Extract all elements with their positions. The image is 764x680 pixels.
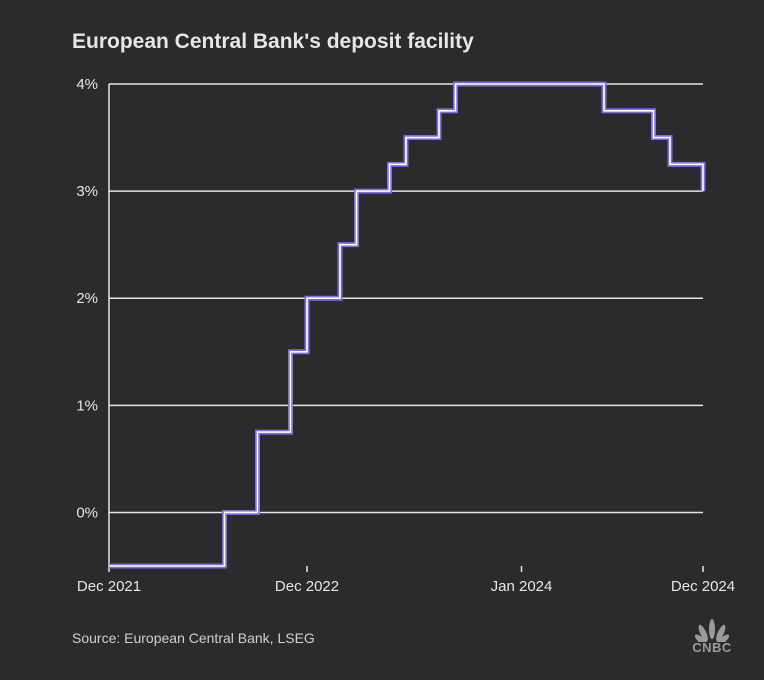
series-line	[109, 83, 704, 567]
peacock-icon	[694, 619, 730, 646]
y-tick-label: 4%	[76, 76, 98, 93]
x-tick-label: Dec 2021	[77, 578, 141, 595]
tick-labels: 0% 1% 2% 3% 4% Dec 2021 Dec 2022 Jan 2024 Dec 20…	[76, 76, 735, 595]
source-note: Source: European Central Bank, LSEG	[72, 630, 315, 646]
cnbc-logo: CNBC	[686, 618, 738, 658]
chart-title: European Central Bank's deposit facility	[72, 30, 474, 53]
y-tick-label: 0%	[76, 504, 98, 521]
series-layer	[108, 81, 706, 569]
x-tick-label: Dec 2022	[275, 578, 339, 595]
y-tick-label: 2%	[76, 290, 98, 307]
y-tick-label: 3%	[76, 183, 98, 200]
axes	[108, 84, 704, 572]
y-tick-label: 1%	[76, 397, 98, 414]
logo-text: CNBC	[692, 640, 732, 655]
x-tick-label: Dec 2024	[671, 578, 735, 595]
x-tick-label: Jan 2024	[491, 578, 553, 595]
